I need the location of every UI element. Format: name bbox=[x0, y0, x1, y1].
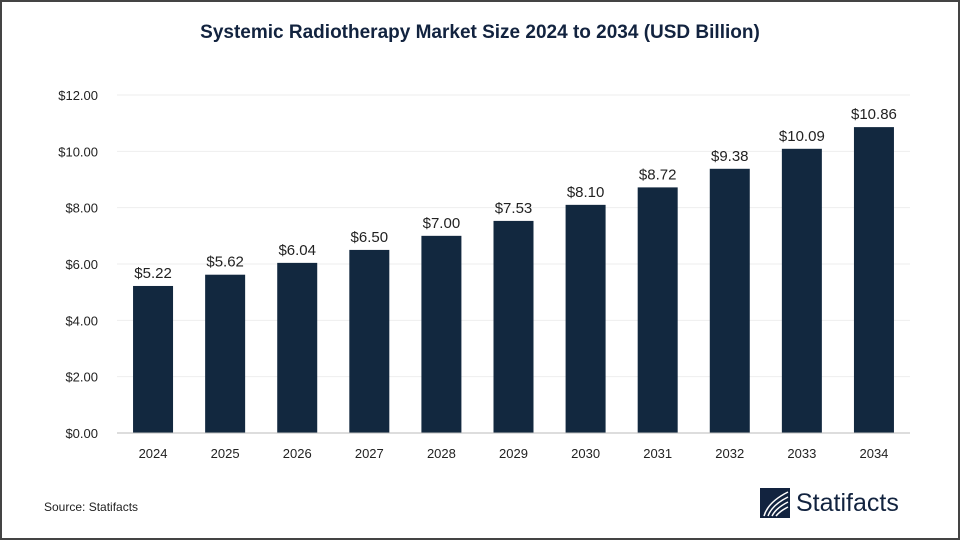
bar bbox=[349, 249, 390, 433]
y-tick-label: $6.00 bbox=[65, 257, 98, 272]
x-tick-label: 2025 bbox=[211, 446, 240, 461]
x-tick-label: 2024 bbox=[139, 446, 168, 461]
bar bbox=[853, 127, 894, 434]
x-tick-label: 2030 bbox=[571, 446, 600, 461]
x-tick-label: 2029 bbox=[499, 446, 528, 461]
x-tick-label: 2027 bbox=[355, 446, 384, 461]
y-tick-label: $2.00 bbox=[65, 370, 98, 385]
source-note: Source: Statifacts bbox=[44, 500, 139, 514]
chart-title: Systemic Radiotherapy Market Size 2024 t… bbox=[200, 22, 760, 43]
bar bbox=[781, 148, 822, 433]
statifacts-logo: Statifacts bbox=[760, 488, 899, 518]
y-tick-label: $10.00 bbox=[58, 144, 98, 159]
y-tick-label: $0.00 bbox=[65, 426, 98, 441]
data-label: $6.50 bbox=[351, 229, 389, 246]
data-label: $10.09 bbox=[779, 128, 825, 145]
x-tick-label: 2031 bbox=[643, 446, 672, 461]
data-label: $7.53 bbox=[495, 200, 533, 217]
y-tick-label: $8.00 bbox=[65, 201, 98, 216]
x-tick-label: 2033 bbox=[787, 446, 816, 461]
bar bbox=[637, 187, 678, 433]
logo-text: Statifacts bbox=[796, 488, 899, 517]
data-label: $5.22 bbox=[134, 265, 172, 282]
data-label: $9.38 bbox=[711, 148, 749, 165]
data-label: $8.72 bbox=[639, 166, 677, 183]
bar bbox=[493, 220, 534, 433]
x-tick-label: 2032 bbox=[715, 446, 744, 461]
bar bbox=[709, 168, 750, 433]
y-tick-label: $4.00 bbox=[65, 313, 98, 328]
y-tick-label: $12.00 bbox=[58, 88, 98, 103]
x-tick-label: 2028 bbox=[427, 446, 456, 461]
x-tick-label: 2026 bbox=[283, 446, 312, 461]
data-label: $10.86 bbox=[851, 106, 897, 123]
data-label: $8.10 bbox=[567, 184, 605, 201]
data-label: $6.04 bbox=[278, 242, 316, 259]
x-tick-label: 2034 bbox=[859, 446, 888, 461]
data-label: $5.62 bbox=[206, 254, 244, 271]
bar bbox=[133, 285, 174, 433]
bar bbox=[421, 235, 462, 433]
bar bbox=[277, 262, 318, 433]
bar bbox=[205, 274, 246, 433]
bar bbox=[565, 204, 606, 433]
statifacts-logo-icon bbox=[760, 488, 790, 518]
data-label: $7.00 bbox=[423, 215, 461, 232]
